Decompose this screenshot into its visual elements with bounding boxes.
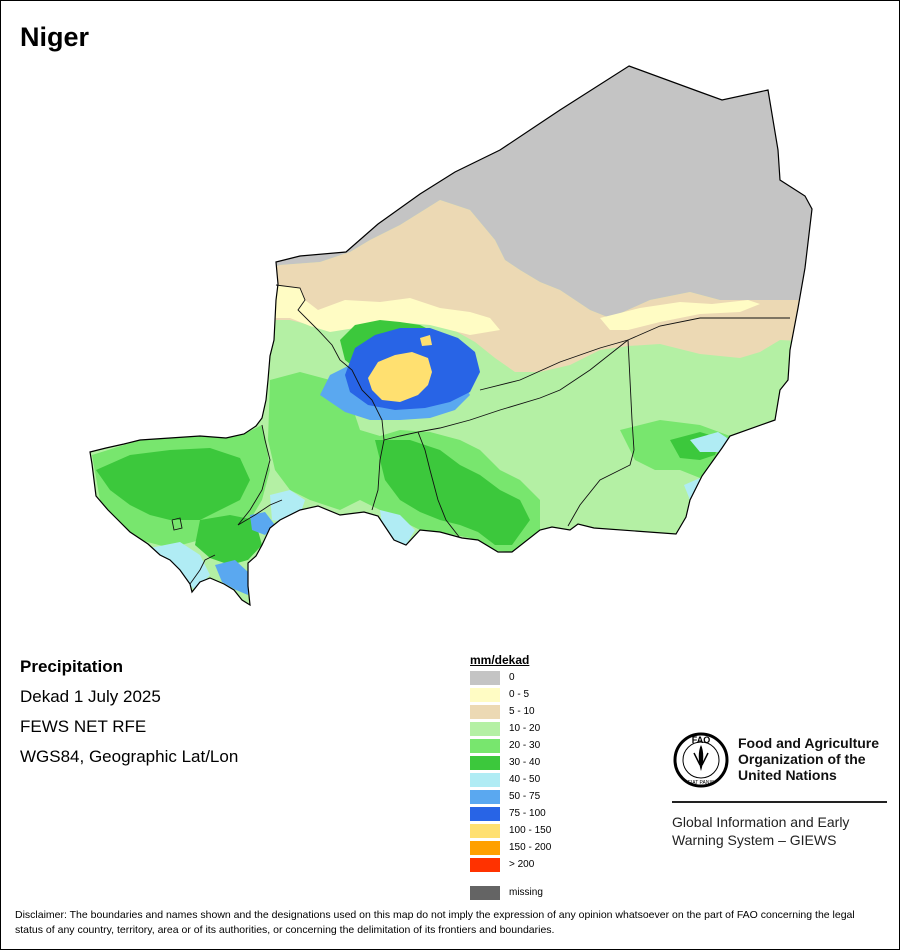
zone-100-150 [368,352,432,402]
zone-5-10 [270,200,812,372]
zone-100-150-small [420,335,432,346]
legend-item: 40 - 50 [470,773,590,787]
variable-label: Precipitation [20,657,123,676]
zone-30-40-south [375,440,530,545]
legend-item: 50 - 75 [470,790,590,804]
legend-label: > 200 [509,859,535,870]
legend-swatch [470,705,500,719]
legend-item-missing: missing [470,886,590,900]
legend-label: 150 - 200 [509,842,552,853]
legend-label: 100 - 150 [509,825,552,836]
legend-label-missing: missing [509,887,543,898]
organization-name: Food and Agriculture Organization of the… [738,735,880,783]
legend-label: 50 - 75 [509,791,541,802]
legend-swatch [470,722,500,736]
admin-boundaries [171,284,790,585]
legend-item: 10 - 20 [470,722,590,736]
boundary-niamey [237,499,283,526]
zone-40-50-south-center [380,510,415,545]
boundary-small [171,517,183,531]
boundary-zinder-diffa [567,449,635,527]
legend-item: > 200 [470,858,590,872]
boundary-tillaberi-dosso [237,424,271,526]
legend-swatch [470,824,500,838]
logo-text: FAO [692,735,711,745]
legend-swatch [470,858,500,872]
legend-title: mm/dekad [470,653,530,667]
legend-item: 20 - 30 [470,739,590,753]
zone-30-40-southwest [96,448,250,520]
boundary-dosso-south [189,554,216,585]
legend-item: 75 - 100 [470,807,590,821]
zone-40-50-east [690,432,730,452]
boundary-agadez-diffa [627,339,635,451]
zone-30-40-southwest-tip [195,515,262,565]
legend-item: 5 - 10 [470,705,590,719]
legend-item: 0 [470,671,590,685]
map-info: Precipitation Dekad 1 July 2025 FEWS NET… [20,657,320,777]
legend-swatch [470,773,500,787]
zone-40-50-southwest [150,542,210,590]
legend-item: 100 - 150 [470,824,590,838]
legend-swatch [470,739,500,753]
legend-swatch [470,671,500,685]
legend-swatch [470,756,500,770]
legend-label: 20 - 30 [509,740,541,751]
map-title: Niger [20,22,90,52]
divider [672,801,887,803]
boundary-tillaberi-tahoua [275,284,385,511]
period-label: Dekad 1 July 2025 [20,687,161,706]
legend-item: 30 - 40 [470,756,590,770]
legend-item: 150 - 200 [470,841,590,855]
zone-0-5-east [600,300,760,330]
legend-label: 40 - 50 [509,774,541,785]
disclaimer: Disclaimer: The boundaries and names sho… [15,909,855,936]
legend-swatch [470,688,500,702]
zone-50-75-southwest [215,560,248,595]
legend: mm/dekad 0 0 - 5 5 - 10 10 - 20 20 - 30 30 - … [470,653,590,900]
logo-motto: FIAT PANIS [688,780,715,786]
zone-0-5-west [275,285,500,335]
legend-label: 0 - 5 [509,689,530,700]
legend-item: 0 - 5 [470,688,590,702]
legend-label: 10 - 20 [509,723,541,734]
legend-label: 0 [509,672,515,683]
projection-label: WGS84, Geographic Lat/Lon [20,747,239,766]
legend-label: 30 - 40 [509,757,541,768]
legend-swatch-missing [470,886,500,900]
legend-label: 5 - 10 [509,706,535,717]
boundary-tahoua-maradi [383,431,461,539]
legend-swatch [470,807,500,821]
legend-swatch [470,790,500,804]
boundary-maradi-zinder-north [417,339,629,433]
system-name: Global Information and Early Warning Sys… [672,814,850,848]
source-label: FEWS NET RFE [20,717,147,736]
legend-swatch [470,841,500,855]
fao-logo-icon: FAO FIAT PANIS [673,732,729,788]
legend-label: 75 - 100 [509,808,546,819]
